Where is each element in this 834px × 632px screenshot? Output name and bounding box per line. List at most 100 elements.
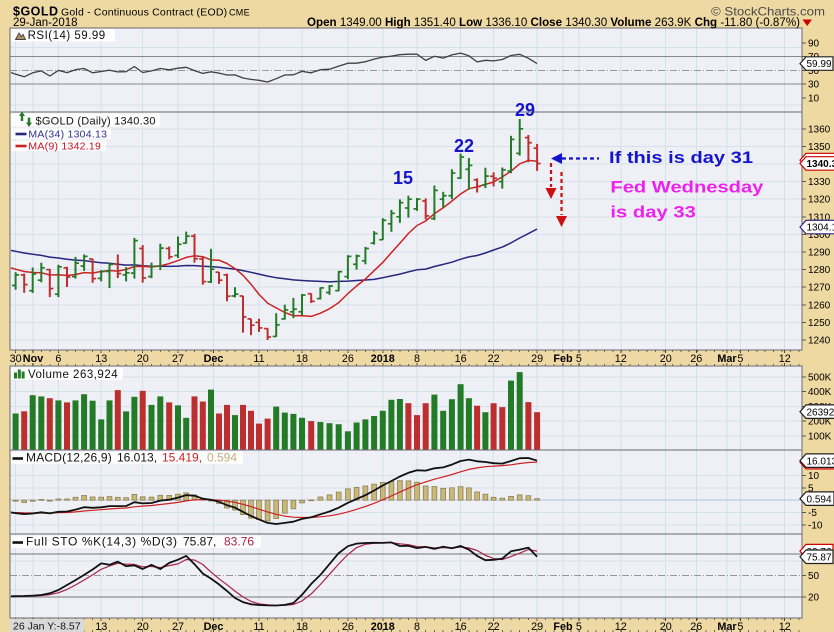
svg-text:16.013: 16.013 xyxy=(807,456,834,467)
svg-text:Dec: Dec xyxy=(204,621,224,632)
svg-text:1360: 1360 xyxy=(808,124,831,135)
svg-text:18: 18 xyxy=(296,353,308,365)
svg-text:5: 5 xyxy=(808,483,814,494)
svg-text:MA(34) 1304.13: MA(34) 1304.13 xyxy=(28,129,107,141)
svg-text:1270: 1270 xyxy=(808,283,831,294)
svg-text:13: 13 xyxy=(95,621,107,632)
svg-text:If this is day 31: If this is day 31 xyxy=(609,149,753,167)
svg-text:13: 13 xyxy=(95,353,107,365)
svg-text:20: 20 xyxy=(137,621,149,632)
svg-text:1330: 1330 xyxy=(808,177,831,188)
svg-text:-5: -5 xyxy=(808,508,817,519)
svg-text:90: 90 xyxy=(808,39,820,50)
svg-text:5: 5 xyxy=(576,621,582,632)
svg-text:20: 20 xyxy=(660,353,672,365)
svg-text:20: 20 xyxy=(660,621,672,632)
svg-text:12: 12 xyxy=(615,621,627,632)
svg-text:1240: 1240 xyxy=(808,336,831,347)
svg-text:22: 22 xyxy=(454,136,474,156)
svg-text:50: 50 xyxy=(808,571,820,582)
svg-text:8: 8 xyxy=(414,353,420,365)
svg-text:1300: 1300 xyxy=(808,230,831,241)
svg-text:1350: 1350 xyxy=(808,142,831,153)
svg-text:0.594: 0.594 xyxy=(807,494,832,505)
svg-text:500K: 500K xyxy=(808,373,832,384)
svg-text:27: 27 xyxy=(172,621,184,632)
svg-text:1290: 1290 xyxy=(808,248,831,259)
svg-text:29-Jan-2018: 29-Jan-2018 xyxy=(13,17,78,29)
svg-text:is day 33: is day 33 xyxy=(610,203,696,222)
svg-text:20: 20 xyxy=(137,353,149,365)
svg-text:1310: 1310 xyxy=(808,212,831,223)
svg-text:1340.3: 1340.3 xyxy=(807,159,834,170)
svg-text:Nov: Nov xyxy=(23,353,43,365)
svg-text:29: 29 xyxy=(515,100,535,120)
svg-text:26: 26 xyxy=(342,353,354,365)
svg-text:26: 26 xyxy=(342,621,354,632)
svg-text:12: 12 xyxy=(779,353,791,365)
svg-text:100K: 100K xyxy=(808,431,832,442)
svg-text:1250: 1250 xyxy=(808,318,831,329)
svg-text:400K: 400K xyxy=(808,387,832,398)
svg-text:Open 1349.00 High 1351.40 Lo: Open 1349.00 High 1351.40 Low 1336.10 Cl… xyxy=(307,17,800,29)
svg-text:2018: 2018 xyxy=(371,621,395,632)
svg-text:11: 11 xyxy=(253,353,264,365)
svg-text:6: 6 xyxy=(55,353,61,365)
svg-text:30: 30 xyxy=(10,353,22,365)
svg-text:1304.1: 1304.1 xyxy=(807,223,834,234)
svg-text:CME: CME xyxy=(229,8,250,18)
svg-text:27: 27 xyxy=(172,353,184,365)
svg-text:15.419,: 15.419, xyxy=(162,451,202,465)
svg-text:$GOLD (Daily) 1340.30: $GOLD (Daily) 1340.30 xyxy=(36,116,156,128)
svg-text:30: 30 xyxy=(808,80,820,91)
svg-text:1260: 1260 xyxy=(808,300,831,311)
svg-text:MACD(12,26,9): MACD(12,26,9) xyxy=(26,451,112,465)
svg-text:© StockCharts.com: © StockCharts.com xyxy=(711,5,825,19)
svg-text:0.594: 0.594 xyxy=(207,451,237,465)
svg-text:50: 50 xyxy=(808,66,820,77)
svg-text:10: 10 xyxy=(808,93,820,104)
svg-text:16: 16 xyxy=(455,621,467,632)
svg-text:Mar: Mar xyxy=(717,353,737,365)
svg-text:18: 18 xyxy=(296,621,308,632)
svg-text:Gold - Continuous Contract (EO: Gold - Continuous Contract (EOD) xyxy=(61,7,227,19)
svg-text:75.87: 75.87 xyxy=(807,552,832,563)
svg-text:-10: -10 xyxy=(808,520,823,531)
svg-text:26392: 26392 xyxy=(807,407,834,418)
svg-text:$GOLD: $GOLD xyxy=(13,5,59,19)
svg-text:22: 22 xyxy=(488,353,500,365)
svg-text:20: 20 xyxy=(808,593,820,604)
svg-text:Full STO %K(14,3) %D(3): Full STO %K(14,3) %D(3) xyxy=(26,535,178,549)
svg-text:Mar: Mar xyxy=(717,621,737,632)
svg-text:29: 29 xyxy=(531,353,543,365)
svg-text:26: 26 xyxy=(690,621,702,632)
svg-text:1320: 1320 xyxy=(808,195,831,206)
svg-text:5: 5 xyxy=(737,621,743,632)
svg-text:8: 8 xyxy=(414,621,420,632)
svg-text:10: 10 xyxy=(808,471,820,482)
svg-text:Volume 263,924: Volume 263,924 xyxy=(28,369,118,381)
svg-text:MA(9) 1342.19: MA(9) 1342.19 xyxy=(28,141,101,153)
svg-text:Feb: Feb xyxy=(553,621,573,632)
svg-text:2018: 2018 xyxy=(371,353,395,365)
svg-text:11: 11 xyxy=(253,621,264,632)
svg-text:29: 29 xyxy=(531,621,543,632)
svg-text:26 Jan Y:-8.57: 26 Jan Y:-8.57 xyxy=(13,621,81,632)
svg-text:16: 16 xyxy=(455,353,467,365)
svg-text:75.87,: 75.87, xyxy=(183,535,216,549)
svg-text:15: 15 xyxy=(393,168,413,188)
svg-text:59.99: 59.99 xyxy=(807,59,832,70)
svg-text:RSI(14) 59.99: RSI(14) 59.99 xyxy=(28,30,106,42)
svg-text:Fed Wednesday: Fed Wednesday xyxy=(610,178,764,197)
svg-text:12: 12 xyxy=(615,353,627,365)
svg-text:16.013,: 16.013, xyxy=(117,451,157,465)
svg-text:200K: 200K xyxy=(808,417,832,428)
svg-text:22: 22 xyxy=(488,621,500,632)
svg-text:Dec: Dec xyxy=(204,353,224,365)
svg-text:26: 26 xyxy=(690,353,702,365)
svg-text:5: 5 xyxy=(737,353,743,365)
svg-text:12: 12 xyxy=(779,621,791,632)
svg-text:Feb: Feb xyxy=(553,353,573,365)
svg-text:1280: 1280 xyxy=(808,265,831,276)
svg-text:5: 5 xyxy=(576,353,582,365)
